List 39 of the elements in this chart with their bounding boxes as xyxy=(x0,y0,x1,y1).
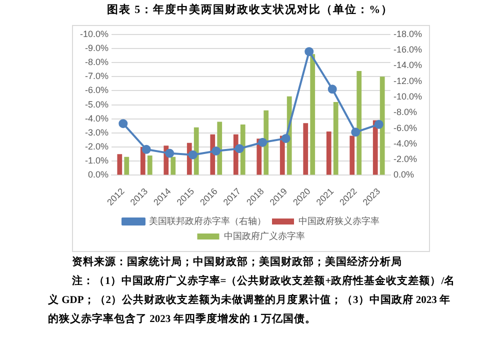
y-tick-label: -10.0% xyxy=(80,28,109,39)
y-tick-label: -2.0% xyxy=(85,142,109,152)
y-tick-label: 0.0% xyxy=(88,170,109,180)
y2-tick-label: -10.0% xyxy=(393,91,422,102)
y-tick-label: -7.0% xyxy=(85,71,109,82)
point xyxy=(374,120,384,129)
y-tick-label: -5.0% xyxy=(85,99,109,110)
point xyxy=(165,148,174,158)
y2-tick-label: -14.0% xyxy=(393,60,422,70)
y2-tick-label: -16.0% xyxy=(393,44,422,55)
y2-tick-label: -12.0% xyxy=(393,76,422,86)
point xyxy=(281,134,290,143)
y-tick-label: -9.0% xyxy=(85,42,109,53)
chart-title: 图表 5：年度中美两国财政收支状况对比（单位：%） xyxy=(106,2,394,17)
y2-tick-label: -8.0% xyxy=(393,107,417,118)
y-tick-label: -8.0% xyxy=(85,57,109,68)
y2-tick-label: -2.0% xyxy=(393,154,417,164)
point xyxy=(212,146,221,156)
y-tick-label: -3.0% xyxy=(85,127,109,138)
y-tick-label: -6.0% xyxy=(85,85,109,96)
legend-label: 中国政府狭义赤字率 xyxy=(298,216,380,226)
text: 注：（1）中国政府广义赤字率=（公共财政收支差额+政府性基金收支差额）/名义 GDP；（2）公共财政收支差额为未做调整的月度累计值；（3）中国政府 2023 年的狭义赤字率包含了 2023 年四季度增发的 1 万亿国债。 xyxy=(48,274,456,327)
point xyxy=(304,47,314,56)
legend-label: 美国联邦政府赤字率（右轴） xyxy=(149,216,266,226)
y2-tick-label: -18.0% xyxy=(393,28,422,39)
point xyxy=(328,84,337,94)
y-tick-label: -4.0% xyxy=(85,113,109,124)
y-tick-label: -1.0% xyxy=(85,156,109,166)
text: 资料来源：国家统计局；中国财政部；美国财政部；美国经济分析局 xyxy=(71,254,403,270)
y2-tick-label: -6.0% xyxy=(393,122,417,133)
point xyxy=(234,144,244,154)
y2-tick-label: 0.0% xyxy=(393,170,414,180)
point xyxy=(142,144,151,154)
point xyxy=(118,119,128,128)
point xyxy=(188,150,198,160)
point xyxy=(351,128,360,137)
legend-label: 中国政府广义赤字率 xyxy=(224,230,305,241)
y2-tick-label: -4.0% xyxy=(393,138,417,148)
point xyxy=(258,138,268,147)
